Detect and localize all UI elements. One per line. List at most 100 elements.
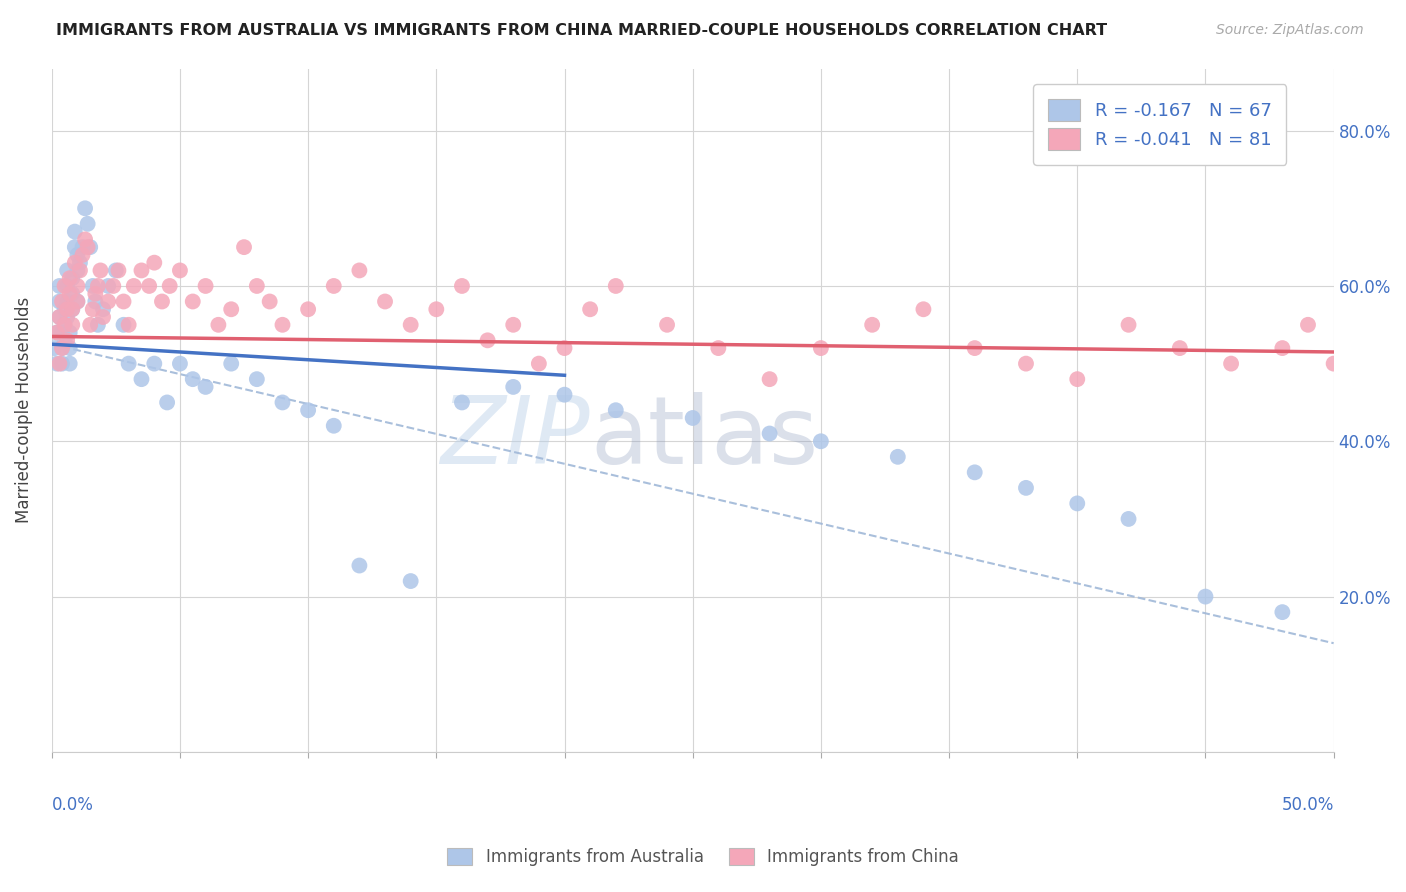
Point [527, 357, 550, 371]
Point [1118, 512, 1140, 526]
Text: 50.0%: 50.0% [1281, 797, 1334, 814]
Point [107, 263, 129, 277]
Point [53, 334, 76, 348]
Point [1296, 318, 1319, 332]
Point [48, 294, 70, 309]
Point [150, 294, 173, 309]
Point [51, 357, 73, 371]
Point [374, 294, 396, 309]
Point [322, 279, 344, 293]
Point [56, 294, 79, 309]
Point [1015, 357, 1038, 371]
Point [59, 326, 82, 340]
Point [48, 310, 70, 324]
Point [91, 302, 114, 317]
Point [1015, 481, 1038, 495]
Point [97, 279, 120, 293]
Point [51, 326, 73, 340]
Point [56, 279, 79, 293]
Point [682, 411, 704, 425]
Point [1194, 590, 1216, 604]
Point [259, 294, 281, 309]
Point [1220, 357, 1243, 371]
Point [246, 372, 269, 386]
Point [553, 341, 575, 355]
Point [912, 302, 935, 317]
Point [56, 302, 79, 317]
Point [45, 357, 67, 371]
Point [76, 217, 98, 231]
Point [605, 279, 627, 293]
Point [60, 271, 83, 285]
Point [1066, 496, 1088, 510]
Y-axis label: Married-couple Households: Married-couple Households [15, 297, 32, 524]
Point [131, 372, 153, 386]
Point [322, 418, 344, 433]
Point [66, 294, 89, 309]
Point [75, 202, 97, 216]
Point [59, 357, 82, 371]
Point [104, 263, 127, 277]
Point [72, 240, 94, 254]
Point [579, 302, 602, 317]
Point [82, 279, 104, 293]
Point [56, 263, 79, 277]
Point [97, 294, 120, 309]
Point [118, 357, 141, 371]
Point [425, 302, 447, 317]
Point [233, 240, 256, 254]
Point [89, 263, 111, 277]
Point [59, 341, 82, 355]
Point [44, 341, 66, 355]
Legend: R = -0.167   N = 67, R = -0.041   N = 81: R = -0.167 N = 67, R = -0.041 N = 81 [1033, 85, 1286, 164]
Point [297, 302, 319, 317]
Point [219, 302, 242, 317]
Text: ZIP: ZIP [440, 392, 591, 483]
Point [138, 279, 160, 293]
Point [451, 279, 474, 293]
Point [1271, 605, 1294, 619]
Point [48, 357, 70, 371]
Point [63, 225, 86, 239]
Point [810, 434, 832, 449]
Point [63, 255, 86, 269]
Text: 0.0%: 0.0% [52, 797, 94, 814]
Point [51, 341, 73, 355]
Point [63, 240, 86, 254]
Point [69, 255, 91, 269]
Point [1066, 372, 1088, 386]
Point [159, 279, 181, 293]
Point [79, 240, 101, 254]
Point [66, 248, 89, 262]
Point [66, 294, 89, 309]
Point [69, 263, 91, 277]
Point [79, 318, 101, 332]
Point [156, 395, 179, 409]
Point [963, 341, 986, 355]
Point [1374, 93, 1396, 107]
Point [399, 318, 422, 332]
Point [181, 294, 204, 309]
Point [860, 318, 883, 332]
Point [655, 318, 678, 332]
Point [1118, 318, 1140, 332]
Point [1323, 357, 1346, 371]
Point [219, 357, 242, 371]
Point [53, 279, 76, 293]
Point [45, 326, 67, 340]
Point [553, 387, 575, 401]
Point [59, 286, 82, 301]
Point [53, 302, 76, 317]
Point [51, 294, 73, 309]
Point [51, 341, 73, 355]
Point [59, 271, 82, 285]
Point [502, 380, 524, 394]
Point [477, 334, 499, 348]
Point [91, 310, 114, 324]
Point [60, 302, 83, 317]
Point [502, 318, 524, 332]
Point [112, 318, 135, 332]
Point [349, 263, 371, 277]
Point [56, 310, 79, 324]
Point [131, 263, 153, 277]
